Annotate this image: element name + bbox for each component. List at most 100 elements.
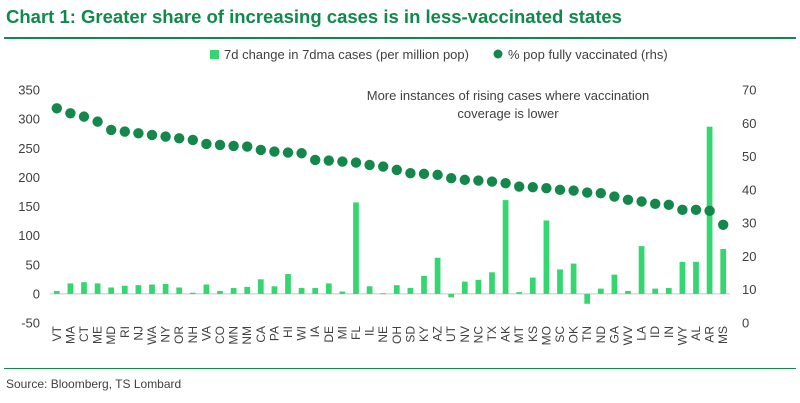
bar-va <box>203 284 210 294</box>
x-tick-label: NV <box>458 326 472 343</box>
chart: 7d change in 7dma cases (per million pop… <box>18 47 756 345</box>
bar-mt <box>516 292 523 294</box>
bar-al <box>693 261 699 294</box>
dot-wi <box>296 148 307 159</box>
bar-ri <box>121 285 128 294</box>
bar-mi <box>339 291 346 294</box>
bar-ms <box>720 249 727 294</box>
bar-fl <box>353 202 359 294</box>
bar-wi <box>298 288 305 294</box>
x-tick-label: ME <box>91 326 105 344</box>
dot-co <box>214 139 226 151</box>
bar-ak <box>502 200 509 294</box>
legend-dot-label: % pop fully vaccinated (rhs) <box>508 47 668 62</box>
x-tick-label: IA <box>308 326 322 337</box>
bar-la <box>638 246 645 294</box>
y-right-tick-label: 30 <box>742 216 756 231</box>
bar-nd <box>597 288 604 294</box>
y-right-tick-label: 50 <box>742 149 756 164</box>
dot-la <box>636 196 647 207</box>
bar-ca <box>257 279 264 294</box>
x-tick-label: MD <box>104 326 118 345</box>
x-tick-label: HI <box>281 326 295 338</box>
axes: -50 0 50 100 150 200 250 300 350 0 10 20 30 40 50 60 70 <box>18 83 756 331</box>
x-tick-label: KY <box>417 326 431 342</box>
bar-ma <box>67 283 74 294</box>
x-tick-label: PA <box>267 326 281 341</box>
bar-md <box>108 287 115 294</box>
bar-vt <box>53 290 60 294</box>
bar-ct <box>81 282 87 294</box>
footer-divider <box>4 368 796 369</box>
bar-az <box>434 257 441 294</box>
x-tick-label: KS <box>526 326 540 342</box>
dot-in <box>663 199 674 211</box>
dot-ut <box>446 173 457 184</box>
dot-va <box>201 138 212 150</box>
dot-ne <box>378 161 389 172</box>
dot-nc <box>473 175 484 186</box>
dot-de <box>323 155 334 166</box>
legend-dot-swatch <box>493 49 503 59</box>
dot-hi <box>282 147 294 158</box>
x-tick-label: AZ <box>431 326 445 341</box>
x-tick-label: CT <box>77 325 91 342</box>
x-tick-label: WI <box>295 326 309 341</box>
dot-ky <box>418 168 430 180</box>
bar-sc <box>557 269 563 294</box>
x-tick-label: NC <box>471 326 485 344</box>
x-tick-label: AL <box>689 326 703 341</box>
x-tick-label: SD <box>403 326 417 343</box>
dot-il <box>364 159 375 171</box>
legend-bar-swatch <box>210 50 219 59</box>
x-tick-label: NE <box>376 326 390 343</box>
bar-ky <box>421 275 427 294</box>
dot-series <box>51 103 729 231</box>
x-tick-label: ID <box>648 326 662 338</box>
dot-sc <box>554 184 566 196</box>
dot-nd <box>595 187 606 199</box>
bar-ut <box>448 293 455 298</box>
x-tick-label: VT <box>50 325 64 341</box>
bar-de <box>325 283 332 294</box>
x-tick-label: WY <box>675 326 689 345</box>
y-left-tick-label: 200 <box>18 170 40 185</box>
y-right-tick-label: 10 <box>742 282 756 297</box>
dot-md <box>106 124 117 136</box>
bar-oh <box>393 285 400 294</box>
dot-or <box>174 133 185 144</box>
x-tick-label: NH <box>186 326 200 343</box>
dot-mi <box>337 156 348 167</box>
chart-title: Chart 1: Greater share of increasing cas… <box>6 6 622 27</box>
y-left-tick-label: -50 <box>21 316 40 331</box>
bar-wv <box>625 290 631 294</box>
x-tick-label: TN <box>580 326 594 342</box>
x-axis-labels: VT MA CT ME MD RI NJ WA NY OR NH VA CO MN NM CA PA HI WI IA… <box>50 325 730 345</box>
dot-nj <box>133 128 144 139</box>
y-left-tick-label: 300 <box>18 112 40 127</box>
x-tick-label: ND <box>594 326 608 344</box>
x-tick-label: RI <box>118 326 132 338</box>
dot-vt <box>51 103 62 114</box>
x-tick-label: OH <box>390 326 404 344</box>
dot-ri <box>119 126 130 137</box>
dot-ct <box>78 111 90 122</box>
dot-ia <box>310 154 321 166</box>
y-left-tick-label: 250 <box>18 141 40 156</box>
bar-wy <box>679 261 686 294</box>
bar-nh <box>189 292 196 294</box>
x-tick-label: NY <box>159 326 173 343</box>
dot-pa <box>269 146 280 157</box>
bar-ne <box>380 293 387 295</box>
bar-or <box>176 287 183 294</box>
dot-nh <box>187 134 198 146</box>
y-left-tick-label: 150 <box>18 199 40 214</box>
dot-mn <box>228 140 239 152</box>
x-tick-label: GA <box>607 326 621 343</box>
legend-bar-label: 7d change in 7dma cases (per million pop… <box>224 47 469 62</box>
dot-mo <box>541 182 552 194</box>
x-tick-label: TX <box>485 326 499 341</box>
title-divider <box>4 37 796 39</box>
dot-ks <box>527 181 538 193</box>
x-tick-label: LA <box>635 326 649 341</box>
